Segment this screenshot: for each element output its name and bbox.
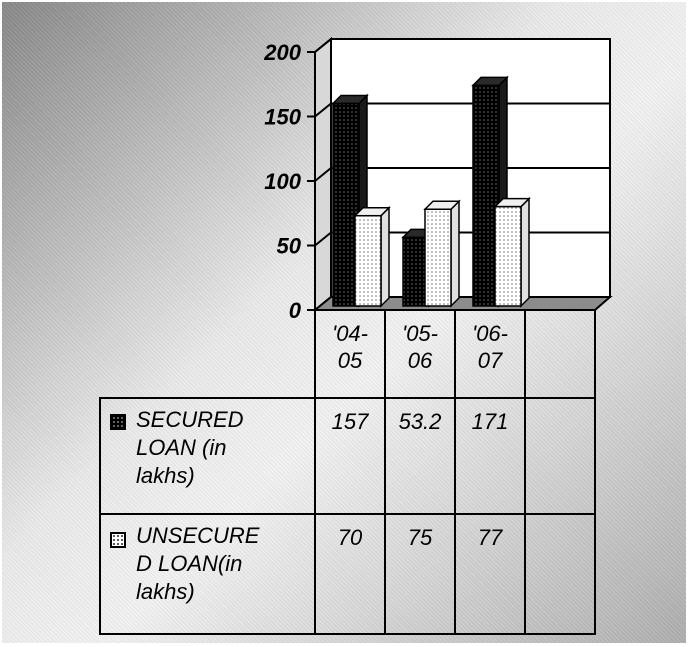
table-cell-unsecured-2: 77 xyxy=(477,525,503,550)
row-label-unsecured: UNSECURE D LOAN(in lakhs) xyxy=(136,523,260,604)
gridline-side-100 xyxy=(314,167,332,182)
category-label-2: '06- 07 xyxy=(472,321,508,373)
row-label-secured: SECURED LOAN (in lakhs) xyxy=(136,407,244,488)
bar-s1-c0 xyxy=(354,214,382,307)
ytick-label-150: 150 xyxy=(264,105,301,130)
category-label-1: '05- 06 xyxy=(402,321,438,373)
bar-s1-c2 xyxy=(494,205,522,307)
gridline-side-200 xyxy=(314,38,332,53)
table-cell-unsecured-0: 70 xyxy=(337,525,363,550)
ytick-label-0: 0 xyxy=(289,298,302,323)
bar-side-s1-c0 xyxy=(380,205,390,308)
gridline-side-50 xyxy=(314,231,332,247)
table-cell-secured-0: 157 xyxy=(331,409,369,434)
legend-swatch-unsecured xyxy=(110,532,126,548)
ytick-label-100: 100 xyxy=(264,169,301,194)
legend-swatch-secured xyxy=(110,414,126,430)
gridline-side-150 xyxy=(314,102,332,118)
bar-s1-c1 xyxy=(424,208,452,307)
table-cell-secured-2: 171 xyxy=(471,409,509,434)
ytick-label-50: 50 xyxy=(277,234,302,259)
table-cell-unsecured-1: 75 xyxy=(407,525,433,550)
ytick-label-200: 200 xyxy=(263,40,301,65)
bar-side-s1-c2 xyxy=(520,196,530,308)
table-cell-secured-1: 53.2 xyxy=(398,409,442,434)
category-label-0: '04- 05 xyxy=(332,321,368,373)
bar-side-s1-c1 xyxy=(450,199,460,308)
table-body-border xyxy=(99,397,596,635)
